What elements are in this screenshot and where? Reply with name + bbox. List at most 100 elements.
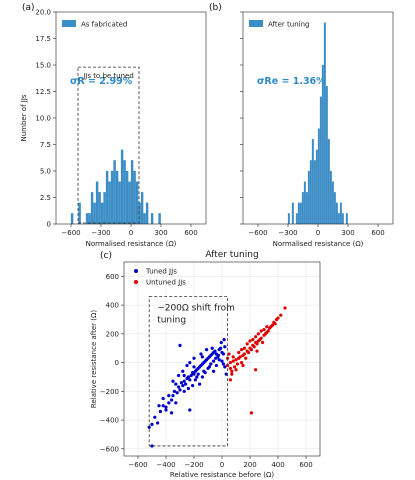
untuned-jj-point — [261, 340, 265, 345]
tuned-jj-point — [188, 378, 192, 382]
y-tick-label: 0 — [47, 221, 51, 229]
tuned-region-box — [77, 66, 140, 224]
untuned-jj-point — [228, 360, 232, 365]
untuned-jj-point — [238, 355, 242, 359]
untuned-jj-point — [255, 349, 259, 353]
tuned-jj-point — [219, 346, 223, 350]
histogram-bar — [70, 213, 74, 225]
tuned-jj-point — [147, 425, 151, 429]
tuned-jj-point — [217, 358, 221, 362]
tuned-jj-point — [188, 360, 192, 365]
x-tick-label: 300 — [341, 229, 354, 237]
legend-marker — [134, 280, 138, 284]
tuned-jj-point — [223, 345, 227, 349]
panel-b-histogram: −600 −300 0 300 600 Normalised resistance (Ω)… — [209, 3, 394, 248]
panel-c-scatter: −600 −400 −200 0 200 400 600 −600 −400 −200 0 200 40… — [90, 250, 321, 479]
tuned-jj-point — [213, 349, 217, 353]
tuned-jj-point — [193, 378, 197, 382]
histogram-bar — [125, 170, 129, 225]
x-axis-label: Normalised resistance (Ω) — [86, 240, 177, 248]
x-tick-label: −200 — [184, 461, 203, 469]
tuned-jj-point — [174, 401, 178, 405]
tuned-jj-point — [219, 340, 223, 345]
histogram-bar — [150, 213, 154, 225]
histogram-bar — [337, 213, 340, 225]
histogram-bar — [291, 202, 294, 225]
histogram-bar — [323, 22, 326, 225]
tuned-jj-point — [150, 444, 154, 448]
y-tick-label: −400 — [100, 417, 119, 425]
y-tick-label: 2.5 — [40, 194, 51, 202]
x-tick-label: 0 — [129, 229, 133, 237]
histogram-bar — [113, 160, 116, 225]
histogram-bar — [123, 160, 126, 225]
untuned-jj-point — [283, 306, 287, 310]
tuned-jj-point — [200, 375, 204, 379]
histogram-bar — [98, 192, 101, 225]
tuned-jj-point — [167, 401, 171, 405]
histogram-bar — [115, 170, 119, 225]
histogram-bar — [325, 86, 328, 225]
untuned-jj-point — [235, 362, 239, 366]
tuned-jj-point — [188, 408, 192, 412]
legend-label: Untuned JJs — [146, 279, 186, 287]
tuned-jj-point — [214, 363, 218, 368]
untuned-jj-point — [240, 360, 244, 365]
histogram-bar — [321, 64, 324, 225]
untuned-jj-point — [276, 316, 280, 320]
untuned-jj-point — [248, 339, 252, 343]
histogram-bar — [85, 213, 89, 225]
histogram-bar — [339, 202, 342, 225]
tuned-jj-point — [185, 363, 189, 368]
y-tick-label: 17.5 — [35, 35, 51, 43]
sigma-annotation: σRe = 1.36% — [257, 76, 326, 87]
histogram-bar — [145, 202, 149, 225]
y-tick-label: 200 — [106, 330, 119, 338]
tuned-jj-point — [150, 422, 154, 426]
untuned-jj-point — [251, 338, 255, 342]
tuned-jj-point — [181, 383, 185, 388]
histogram-bar — [133, 170, 136, 225]
untuned-jj-point — [231, 355, 235, 359]
x-tick-label: 600 — [299, 461, 312, 469]
tuned-jj-point — [192, 356, 196, 360]
y-tick-label: 15.0 — [35, 62, 51, 70]
histogram-bar — [301, 192, 304, 225]
tuned-jj-point — [203, 371, 207, 375]
histogram-bar — [311, 139, 314, 225]
legend-label: After tuning — [268, 21, 309, 29]
histogram-bar — [118, 181, 121, 225]
y-tick-label: 10.0 — [35, 115, 51, 123]
histogram-bar — [287, 213, 290, 225]
y-tick-label: 20.0 — [35, 9, 51, 17]
untuned-jj-point — [254, 335, 258, 339]
untuned-jj-point — [259, 336, 263, 340]
untuned-jj-point — [256, 332, 260, 336]
tuned-jj-point — [216, 353, 221, 358]
histogram-bar — [307, 170, 310, 225]
tuned-jj-point — [220, 359, 224, 363]
y-axis-label: Relative resistance after (Ω) — [90, 310, 98, 408]
x-tick-label: −600 — [128, 461, 147, 469]
panel-label: (b) — [209, 3, 222, 13]
histogram-bar — [95, 181, 99, 225]
untuned-jj-point — [237, 350, 241, 355]
y-tick-label: 400 — [106, 302, 119, 310]
y-tick-label: 0 — [115, 359, 119, 367]
x-tick-label: 600 — [371, 229, 384, 237]
y-tick-label: 7.5 — [40, 141, 51, 149]
x-tick-label: −400 — [156, 461, 175, 469]
tuned-jj-point — [192, 372, 196, 376]
histogram-bar — [327, 139, 330, 225]
tuned-jj-point — [214, 356, 218, 360]
histogram-bar — [313, 160, 316, 225]
shift-region-box — [148, 296, 228, 447]
tuned-jj-point — [182, 389, 186, 393]
tuned-jj-point — [178, 343, 182, 347]
tuned-jj-point — [221, 362, 225, 366]
untuned-jj-point — [255, 342, 259, 346]
tuned-jj-point — [199, 352, 203, 356]
untuned-jj-point — [241, 363, 245, 368]
tuned-jj-point — [210, 346, 214, 350]
tuned-jj-point — [206, 366, 210, 370]
